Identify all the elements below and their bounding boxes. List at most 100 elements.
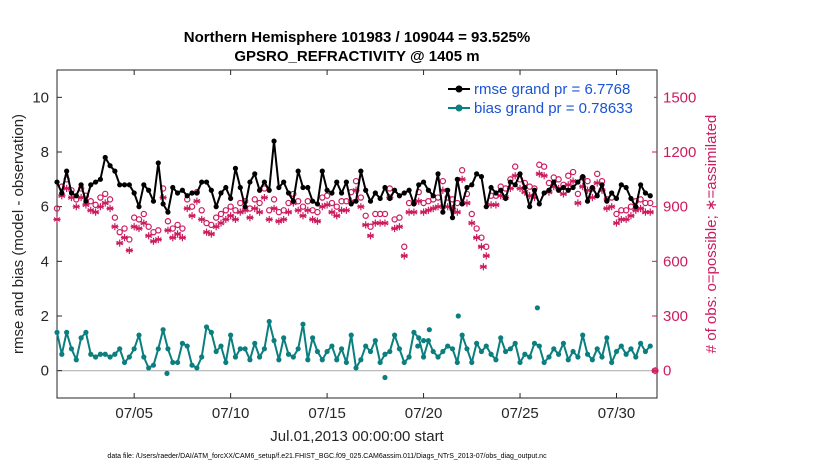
bias-point bbox=[534, 305, 540, 311]
rmse-point bbox=[261, 179, 267, 185]
obs-assimilated-point bbox=[145, 232, 153, 240]
bias-point bbox=[285, 351, 292, 357]
rmse-point bbox=[536, 201, 542, 207]
rmse-point bbox=[271, 138, 277, 144]
rmse-point bbox=[363, 187, 369, 193]
y-tick-label-right: 1200 bbox=[663, 144, 696, 161]
bias-point bbox=[281, 335, 287, 341]
rmse-point bbox=[560, 184, 567, 191]
obs-assimilated-point bbox=[333, 212, 341, 220]
bias-point bbox=[488, 351, 494, 357]
obs-assimilated-point bbox=[111, 223, 119, 231]
bias-point bbox=[252, 340, 258, 346]
obs-assimilated-point bbox=[444, 203, 452, 211]
rmse-point bbox=[382, 184, 388, 191]
obs-assimilated-point bbox=[342, 206, 350, 214]
bias-point bbox=[165, 346, 171, 352]
y-tick-label: 6 bbox=[41, 199, 49, 216]
x-tick-label: 07/20 bbox=[405, 405, 443, 422]
rmse-point bbox=[425, 187, 431, 193]
rmse-point bbox=[131, 190, 137, 196]
bias-point bbox=[276, 357, 282, 363]
bias-point bbox=[64, 329, 70, 335]
bias-point bbox=[426, 327, 432, 333]
bias-point bbox=[392, 332, 398, 338]
bias-point bbox=[112, 351, 118, 357]
obs-assimilated-point bbox=[227, 212, 235, 220]
bias-point bbox=[633, 354, 639, 360]
bias-point bbox=[623, 351, 629, 357]
bias-point bbox=[415, 343, 421, 349]
rmse-point bbox=[338, 190, 345, 196]
rmse-point bbox=[203, 179, 210, 185]
rmse-point bbox=[392, 187, 398, 193]
bias-point bbox=[478, 348, 485, 355]
obs-assimilated-point bbox=[101, 199, 109, 207]
bias-point bbox=[502, 348, 509, 355]
obs-possible-point bbox=[140, 210, 148, 218]
rmse-point bbox=[232, 165, 239, 171]
obs-assimilated-point bbox=[116, 239, 124, 247]
rmse-point bbox=[493, 190, 499, 196]
bias-point bbox=[329, 343, 335, 349]
rmse-point bbox=[498, 187, 504, 193]
bias-point bbox=[117, 346, 123, 352]
obs-assimilated-point bbox=[72, 203, 80, 211]
bias-point bbox=[416, 335, 422, 341]
bias-point bbox=[531, 340, 538, 346]
obs-possible-point bbox=[222, 207, 230, 214]
rmse-point bbox=[285, 190, 292, 196]
bias-point bbox=[396, 346, 403, 352]
bias-point bbox=[242, 346, 248, 352]
bias-point bbox=[358, 357, 364, 363]
obs-assimilated-point bbox=[559, 190, 568, 198]
bias-point bbox=[247, 357, 253, 363]
bias-point bbox=[551, 346, 557, 352]
obs-assimilated-point bbox=[439, 186, 447, 194]
bias-point bbox=[435, 354, 441, 360]
bias-point bbox=[613, 348, 620, 355]
bias-point bbox=[594, 346, 600, 352]
obs-assimilated-point bbox=[453, 208, 461, 216]
x-tick-label: 07/15 bbox=[308, 405, 346, 422]
bias-point bbox=[203, 324, 210, 330]
rmse-point bbox=[454, 176, 460, 182]
bias-point bbox=[517, 359, 523, 366]
obs-assimilated-point bbox=[173, 230, 182, 238]
bias-point bbox=[54, 329, 60, 335]
rmse-point bbox=[59, 190, 65, 196]
obs-assimilated-point bbox=[120, 234, 129, 242]
bias-point bbox=[141, 354, 147, 360]
obs-assimilated-point bbox=[294, 206, 302, 214]
bias-point bbox=[425, 338, 431, 344]
bias-point bbox=[68, 346, 75, 352]
bias-point bbox=[401, 359, 407, 366]
rmse-point bbox=[642, 190, 649, 196]
bias-point bbox=[377, 359, 383, 366]
rmse-point bbox=[411, 201, 417, 207]
rmse-point bbox=[367, 198, 374, 204]
rmse-point bbox=[256, 187, 263, 193]
bias-point bbox=[445, 343, 451, 349]
obs-assimilated-point bbox=[125, 246, 133, 254]
bias-point bbox=[136, 332, 142, 338]
rmse-point bbox=[406, 187, 412, 193]
obs-possible-point bbox=[116, 228, 123, 236]
obs-assimilated-point bbox=[178, 234, 187, 242]
obs-assimilated-point bbox=[149, 237, 158, 245]
rmse-point bbox=[527, 204, 533, 210]
obs-possible-point bbox=[179, 225, 186, 232]
legend-bias-marker bbox=[455, 104, 463, 112]
obs-possible-point bbox=[314, 208, 321, 216]
bias-point bbox=[155, 346, 161, 352]
rmse-point bbox=[141, 182, 147, 188]
bias-point bbox=[83, 329, 89, 335]
rmse-point bbox=[54, 179, 60, 185]
obs-possible-point bbox=[569, 168, 577, 176]
bias-point bbox=[92, 354, 99, 360]
bias-point bbox=[160, 327, 166, 333]
bias-point bbox=[305, 357, 311, 363]
rmse-point bbox=[218, 190, 224, 196]
obs-assimilated-point bbox=[357, 203, 365, 211]
rmse-point bbox=[68, 190, 75, 196]
